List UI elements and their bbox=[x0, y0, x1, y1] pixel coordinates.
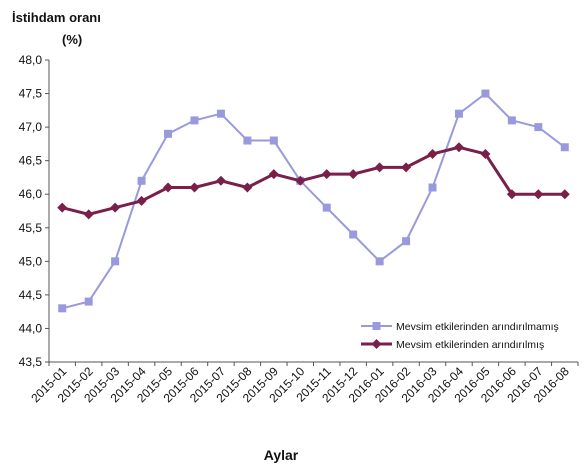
data-point bbox=[215, 175, 226, 186]
data-point bbox=[243, 136, 252, 145]
data-point bbox=[348, 169, 359, 180]
data-point bbox=[559, 189, 570, 200]
y-tick-label: 47,0 bbox=[19, 120, 43, 134]
legend-label: Mevsim etkilerinden arındırılmış bbox=[396, 339, 544, 351]
data-point bbox=[534, 123, 543, 132]
data-point bbox=[83, 209, 94, 220]
data-point bbox=[137, 176, 146, 185]
y-axis-title-line2: (%) bbox=[62, 32, 82, 47]
data-point bbox=[453, 142, 464, 153]
y-tick-label: 43,5 bbox=[19, 355, 43, 369]
series-lines bbox=[57, 89, 570, 313]
data-point bbox=[401, 162, 412, 173]
y-tick-label: 45,0 bbox=[19, 254, 43, 268]
data-point bbox=[268, 169, 279, 180]
data-point bbox=[163, 182, 174, 193]
y-tick-label: 48,0 bbox=[19, 53, 43, 67]
legend-swatch-marker bbox=[371, 339, 382, 349]
data-point bbox=[507, 116, 516, 125]
y-axis-title-line1: İstihdam oranı bbox=[12, 10, 101, 25]
data-point bbox=[427, 148, 438, 159]
data-point bbox=[111, 257, 120, 266]
data-point bbox=[481, 89, 490, 98]
series-line bbox=[61, 145, 565, 216]
data-point bbox=[533, 189, 544, 200]
legend-label: Mevsim etkilerinden arındırılmamış bbox=[396, 321, 559, 333]
data-point bbox=[57, 202, 68, 213]
series-line bbox=[61, 92, 566, 310]
y-tick-label: 45,5 bbox=[19, 221, 43, 235]
data-point bbox=[84, 297, 93, 306]
series-1 bbox=[58, 89, 569, 313]
y-tick-labels: 48,0 47,5 47,0 46,5 46,0 45,5 45,0 44,5 44,0 43,5 bbox=[19, 53, 49, 369]
data-point bbox=[216, 109, 225, 118]
data-point bbox=[190, 116, 199, 125]
legend-item-2: Mevsim etkilerinden arındırılmış bbox=[361, 339, 544, 351]
data-point bbox=[321, 169, 332, 180]
data-point bbox=[402, 237, 411, 246]
data-point bbox=[480, 148, 491, 159]
data-point bbox=[349, 230, 358, 239]
x-axis-title: Aylar bbox=[264, 447, 299, 463]
series-2 bbox=[57, 142, 570, 220]
data-point bbox=[454, 109, 463, 118]
y-tick-label: 44,5 bbox=[19, 288, 43, 302]
y-tick-label: 44,0 bbox=[19, 321, 43, 335]
legend-item-1: Mevsim etkilerinden arındırılmamış bbox=[361, 321, 559, 333]
legend-swatch-marker bbox=[372, 322, 381, 330]
y-tick-label: 47,5 bbox=[19, 87, 43, 101]
data-point bbox=[242, 182, 253, 193]
x-tick-labels: 2015-012015-022015-032015-042015-052015-… bbox=[28, 362, 579, 405]
data-point bbox=[110, 202, 121, 213]
axes bbox=[48, 60, 578, 363]
data-point bbox=[58, 304, 67, 313]
data-point bbox=[374, 162, 385, 173]
data-point bbox=[428, 183, 437, 192]
data-point bbox=[295, 175, 306, 186]
y-tick-label: 46,5 bbox=[19, 154, 43, 168]
legend: Mevsim etkilerinden arındırılmamış Mevsim… bbox=[361, 321, 559, 351]
data-point bbox=[560, 143, 569, 152]
data-point bbox=[136, 195, 147, 206]
data-point bbox=[375, 257, 384, 266]
data-point bbox=[322, 203, 331, 212]
data-point bbox=[269, 136, 278, 145]
data-point bbox=[164, 129, 173, 138]
y-tick-label: 46,0 bbox=[19, 187, 43, 201]
data-point bbox=[189, 182, 200, 193]
data-point bbox=[506, 189, 517, 200]
